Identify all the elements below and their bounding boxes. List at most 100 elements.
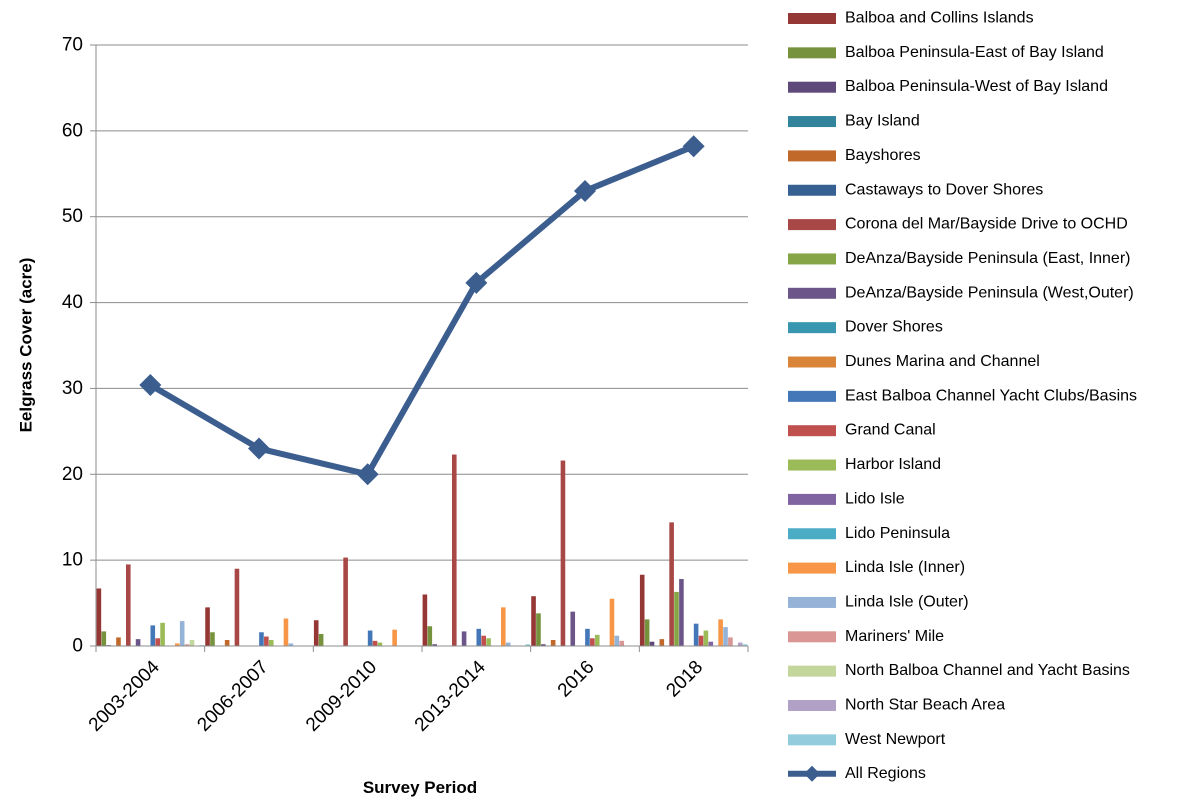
legend-label: DeAnza/Bayside Peninsula (West,Outer) <box>845 284 1134 301</box>
bar <box>550 639 556 646</box>
bar <box>619 640 625 646</box>
legend-label: Bayshores <box>845 147 921 164</box>
legend-label: Dover Shores <box>845 319 943 336</box>
bar <box>313 620 319 646</box>
legend-label: Lido Peninsula <box>845 525 950 542</box>
legend-label: West Newport <box>845 731 946 748</box>
bar <box>150 625 156 646</box>
legend-swatch <box>788 253 836 265</box>
bar <box>174 643 180 646</box>
bar <box>432 644 437 646</box>
y-tick-label: 0 <box>72 636 83 657</box>
legend-label: DeAnza/Bayside Peninsula (East, Inner) <box>845 250 1130 267</box>
bar <box>669 522 674 646</box>
legend-swatch <box>788 287 836 299</box>
bar <box>268 639 274 646</box>
legend-swatch <box>788 116 836 128</box>
axes <box>95 45 749 652</box>
bar <box>723 627 728 646</box>
bar <box>708 641 714 646</box>
legend-swatch <box>788 390 836 402</box>
legend-label: East Balboa Channel Yacht Clubs/Basins <box>845 387 1137 404</box>
legend-label: North Balboa Channel and Yacht Basins <box>845 662 1130 679</box>
legend-label: Castaways to Dover Shores <box>845 181 1043 198</box>
bar <box>135 639 141 646</box>
bar <box>649 641 655 646</box>
legend-label: Linda Isle (Outer) <box>845 593 969 610</box>
bar <box>609 598 615 646</box>
bar <box>674 591 679 646</box>
all-regions-line <box>139 135 705 486</box>
legend-label: Harbor Island <box>845 456 941 473</box>
bar <box>525 644 531 646</box>
legend-swatch <box>788 150 836 162</box>
legend-swatch <box>788 631 836 643</box>
bar <box>283 618 289 646</box>
bar <box>224 639 230 646</box>
legend-swatch <box>788 734 836 746</box>
legend-label: Lido Isle <box>845 490 905 507</box>
bar <box>659 639 665 646</box>
legend-label: Grand Canal <box>845 422 936 439</box>
x-tick-label: 2006-2007 <box>193 657 272 736</box>
legend-swatch <box>788 700 836 711</box>
legend-label: Mariners' Mile <box>845 628 944 645</box>
bar <box>367 630 373 646</box>
bar <box>125 564 131 646</box>
legend-label: Linda Isle (Inner) <box>845 559 965 576</box>
all-regions-point <box>139 373 162 396</box>
gridlines <box>90 44 748 647</box>
bar <box>392 629 397 646</box>
bar <box>737 642 743 646</box>
bar <box>461 631 467 646</box>
bar <box>590 638 595 646</box>
legend-swatch <box>788 81 836 93</box>
bar <box>210 632 215 646</box>
legend-swatch <box>788 528 836 540</box>
legend-label: Balboa Peninsula-East of Bay Island <box>845 44 1104 61</box>
legend-swatch <box>788 425 836 437</box>
legend-label: Balboa Peninsula-West of Bay Island <box>845 78 1108 95</box>
y-tick-label: 10 <box>62 550 83 571</box>
legend-swatch <box>788 493 836 505</box>
bar <box>560 460 566 646</box>
bar <box>96 588 102 646</box>
legend-swatch <box>788 13 836 24</box>
bar <box>264 636 269 646</box>
bars <box>96 454 748 646</box>
y-tick-labels: 0 10 20 30 40 50 60 70 <box>62 35 83 657</box>
bar <box>703 630 709 646</box>
bar <box>288 643 294 646</box>
legend-swatch <box>788 322 836 334</box>
bar <box>427 626 433 646</box>
all-regions-point <box>356 463 379 486</box>
y-axis-title: Eelgrass Cover (acre) <box>16 258 35 433</box>
all-regions-point <box>682 135 705 158</box>
bar <box>614 635 620 646</box>
legend-swatch <box>788 184 836 196</box>
x-tick-label: 2018 <box>662 657 707 702</box>
x-tick-label: 2009-2010 <box>302 657 381 736</box>
y-tick-label: 50 <box>62 206 83 227</box>
bar <box>585 628 590 646</box>
bar <box>116 637 121 646</box>
bar <box>486 638 491 646</box>
legend-swatch <box>788 562 836 574</box>
legend-swatch <box>788 47 836 59</box>
x-tick-labels: 2003-2004 2006-2007 2009-2010 2013-2014 2016… <box>85 656 707 735</box>
bar <box>179 621 185 646</box>
bar <box>644 619 650 646</box>
legend: Balboa and Collins Islands Balboa Peninsu… <box>788 10 1137 782</box>
legend-label: Bay Island <box>845 113 920 130</box>
bar <box>189 639 195 646</box>
legend-label: Balboa and Collins Islands <box>845 10 1034 27</box>
bar <box>541 644 546 646</box>
x-tick-label: 2013-2014 <box>411 656 490 735</box>
all-regions-point <box>248 437 270 460</box>
x-tick-label: 2016 <box>554 657 599 702</box>
bar <box>481 635 486 646</box>
all-regions-point <box>465 271 488 294</box>
bar <box>679 579 684 646</box>
